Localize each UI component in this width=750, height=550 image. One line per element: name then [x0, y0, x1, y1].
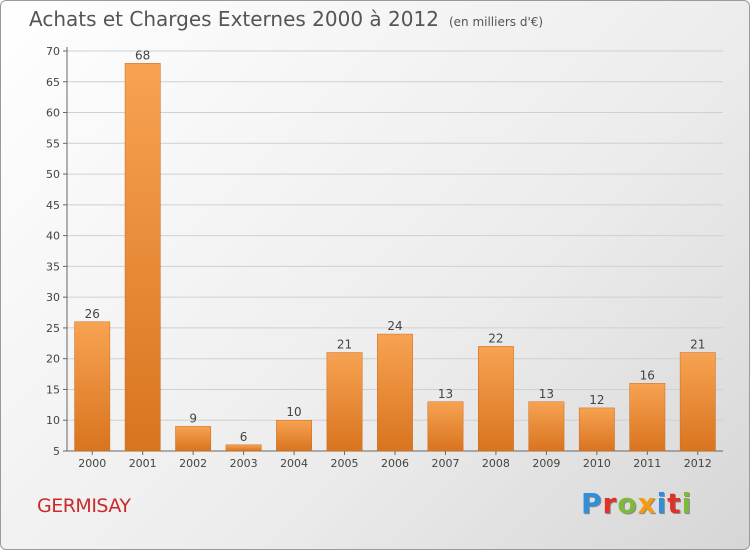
y-tick-label: 30	[46, 291, 60, 304]
x-tick-label: 2006	[381, 457, 409, 470]
y-tick-label: 60	[46, 107, 60, 120]
bar	[629, 383, 666, 452]
x-tick-label: 2001	[129, 457, 157, 470]
logo-letter: t	[667, 487, 682, 520]
bar	[377, 333, 413, 452]
bar	[679, 352, 716, 452]
y-tick-label: 45	[46, 199, 60, 212]
y-tick-label: 35	[46, 260, 60, 273]
data-label: 13	[438, 387, 453, 401]
y-tick-label: 25	[46, 322, 60, 335]
y-tick-label: 15	[46, 383, 60, 396]
y-tick-label: 20	[46, 353, 60, 366]
data-label: 13	[539, 387, 554, 401]
logo-letter: x	[637, 487, 657, 520]
x-tick-label: 2012	[684, 457, 712, 470]
x-tick-label: 2010	[583, 457, 611, 470]
data-label: 16	[640, 368, 655, 382]
chart-title: Achats et Charges Externes 2000 à 2012 (e…	[29, 7, 543, 31]
logo-letter: P	[581, 487, 603, 520]
value-labels: 26 68 9 6 10 21 24 13 22 13 12 16 21	[85, 48, 706, 444]
y-tick-label: 50	[46, 168, 60, 181]
chart-title-text: Achats et Charges Externes 2000 à 2012	[29, 7, 439, 31]
data-label: 12	[589, 393, 604, 407]
bar	[276, 419, 312, 452]
data-label: 21	[337, 338, 352, 352]
proxiti-logo[interactable]: Proxiti	[581, 487, 692, 520]
data-label: 24	[387, 319, 402, 333]
x-tick-label: 2002	[179, 457, 207, 470]
chart-unit: (en milliers d'€)	[448, 15, 544, 29]
bar	[175, 426, 212, 452]
x-tick-label: 2008	[482, 457, 510, 470]
y-tick-label: 70	[46, 45, 60, 58]
bar	[74, 321, 111, 452]
bar	[578, 407, 615, 452]
logo-letter: o	[617, 487, 638, 520]
data-label: 68	[135, 48, 150, 62]
commune-name: GERMISAY	[37, 495, 131, 517]
x-tick-label: 2003	[230, 457, 258, 470]
x-tick-label: 2004	[280, 457, 308, 470]
x-tick-label: 2009	[532, 457, 560, 470]
data-label: 26	[85, 307, 100, 321]
y-tick-label: 55	[46, 137, 60, 150]
logo-letter: i	[681, 487, 693, 520]
y-tick-label: 5	[53, 445, 60, 458]
logo-letter: i	[656, 487, 668, 520]
x-tick-label: 2000	[78, 457, 106, 470]
bar	[124, 63, 161, 452]
logo-letter: r	[602, 487, 618, 520]
y-tick-label: 40	[46, 230, 60, 243]
data-label: 22	[488, 331, 503, 345]
x-tick-label: 2007	[431, 457, 459, 470]
data-label: 6	[240, 430, 248, 444]
bar	[225, 444, 262, 452]
data-label: 21	[690, 338, 705, 352]
bar	[528, 401, 565, 452]
y-tick-label: 10	[46, 414, 60, 427]
bar	[478, 346, 514, 452]
x-tick-label: 2011	[633, 457, 661, 470]
bar	[427, 401, 464, 452]
bar	[326, 352, 363, 452]
bars	[74, 63, 716, 452]
x-tick-label: 2005	[331, 457, 359, 470]
data-label: 9	[189, 411, 197, 425]
y-tick-label: 65	[46, 76, 60, 89]
data-label: 10	[286, 405, 301, 419]
